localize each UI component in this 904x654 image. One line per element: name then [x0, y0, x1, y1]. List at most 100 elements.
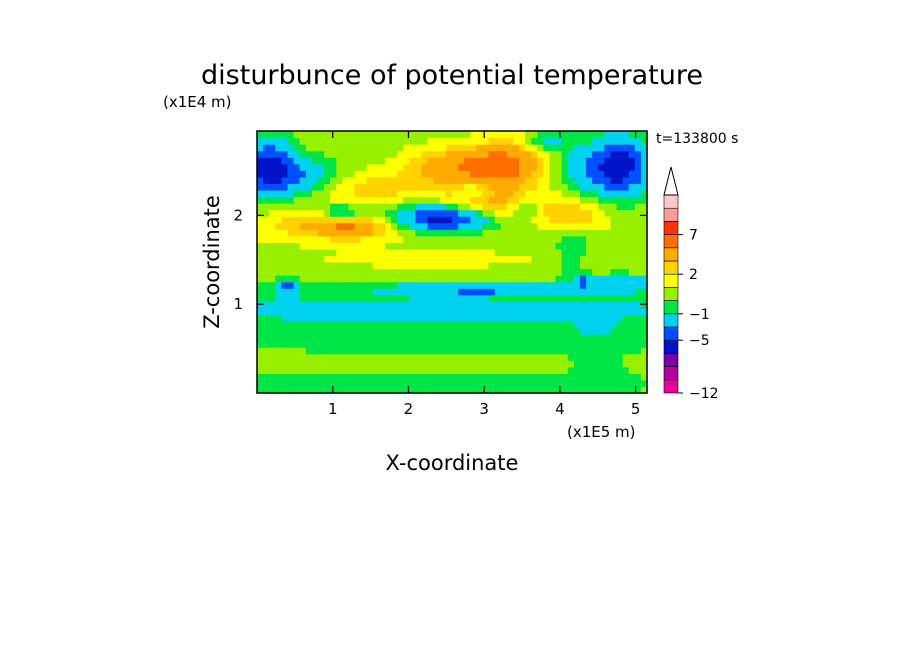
field-cell: [336, 137, 343, 145]
field-cell: [586, 281, 593, 289]
field-cell: [445, 222, 453, 230]
field-cell: [519, 320, 526, 329]
field-cell: [336, 216, 343, 224]
field-cell: [415, 366, 423, 374]
field-cell: [293, 176, 301, 184]
field-cell: [519, 229, 526, 237]
field-cell: [458, 131, 465, 139]
field-cell: [458, 366, 465, 374]
field-cell: [543, 386, 551, 394]
field-cell: [598, 255, 605, 263]
field-cell: [409, 307, 417, 315]
field-cell: [409, 366, 417, 374]
field-cell: [366, 222, 374, 230]
field-cell: [281, 235, 289, 243]
field-cell: [555, 183, 563, 191]
field-cell: [586, 157, 593, 165]
x-tick-label: 1: [328, 400, 338, 418]
field-cell: [616, 131, 624, 139]
field-cell: [470, 340, 477, 348]
field-cell: [384, 242, 392, 250]
field-cell: [305, 189, 313, 198]
field-cell: [324, 216, 331, 224]
field-cell: [640, 255, 648, 263]
field-cell: [293, 157, 301, 165]
field-cell: [452, 203, 459, 211]
field-cell: [257, 216, 264, 224]
field-cell: [421, 262, 429, 270]
field-cell: [391, 196, 398, 204]
field-cell: [409, 235, 417, 243]
field-cell: [372, 242, 380, 250]
field-cell: [452, 255, 459, 263]
field-cell: [506, 170, 514, 178]
field-cell: [275, 150, 282, 158]
field-cell: [519, 288, 526, 296]
field-cell: [622, 366, 630, 374]
field-cell: [397, 170, 404, 178]
field-cell: [439, 314, 447, 322]
field-cell: [439, 281, 447, 289]
field-cell: [281, 268, 289, 276]
field-cell: [531, 248, 538, 257]
x-axis-label: X-coordinate: [386, 451, 519, 475]
field-cell: [433, 281, 441, 289]
field-cell: [604, 360, 612, 368]
field-cell: [616, 242, 624, 250]
field-cell: [354, 196, 362, 204]
field-cell: [488, 288, 496, 296]
field-cell: [427, 203, 435, 211]
field-cell: [336, 320, 343, 329]
field-cell: [305, 242, 313, 250]
field-cell: [366, 196, 374, 204]
field-cell: [342, 144, 349, 152]
field-cell: [634, 379, 642, 388]
field-cell: [512, 314, 520, 322]
field-cell: [269, 334, 276, 342]
field-cell: [531, 366, 538, 374]
field-cell: [458, 183, 465, 191]
field-cell: [311, 242, 319, 250]
field-cell: [378, 150, 386, 158]
field-cell: [506, 176, 514, 184]
field-cell: [293, 320, 301, 329]
field-cell: [257, 248, 264, 257]
field-cell: [555, 176, 563, 184]
field-cell: [439, 235, 447, 243]
field-cell: [488, 353, 496, 361]
field-cell: [573, 262, 581, 270]
field-cell: [622, 189, 630, 198]
field-cell: [512, 137, 520, 145]
field-cell: [433, 216, 441, 224]
field-cell: [464, 163, 471, 171]
field-cell: [464, 170, 471, 178]
field-cell: [281, 327, 289, 335]
field-cell: [287, 379, 295, 388]
field-cell: [622, 340, 630, 348]
field-cell: [598, 196, 605, 204]
field-cell: [354, 255, 362, 263]
field-cell: [342, 294, 349, 302]
field-cell: [592, 340, 599, 348]
field-cell: [482, 255, 490, 263]
field-cell: [360, 327, 368, 335]
field-cell: [452, 222, 459, 230]
field-cell: [506, 307, 514, 315]
field-cell: [287, 340, 295, 348]
field-cell: [281, 248, 289, 257]
field-cell: [494, 288, 502, 296]
field-cell: [573, 386, 581, 394]
field-cell: [372, 334, 380, 342]
field-cell: [616, 366, 624, 374]
field-cell: [567, 144, 575, 152]
field-cell: [543, 203, 551, 211]
field-cell: [299, 275, 307, 283]
field-cell: [543, 366, 551, 374]
field-cell: [628, 222, 636, 230]
field-cell: [317, 216, 325, 224]
field-cell: [604, 144, 612, 152]
field-cell: [263, 163, 270, 171]
field-cell: [598, 229, 605, 237]
field-cell: [360, 235, 368, 243]
y-tick-label: 1: [233, 295, 243, 313]
